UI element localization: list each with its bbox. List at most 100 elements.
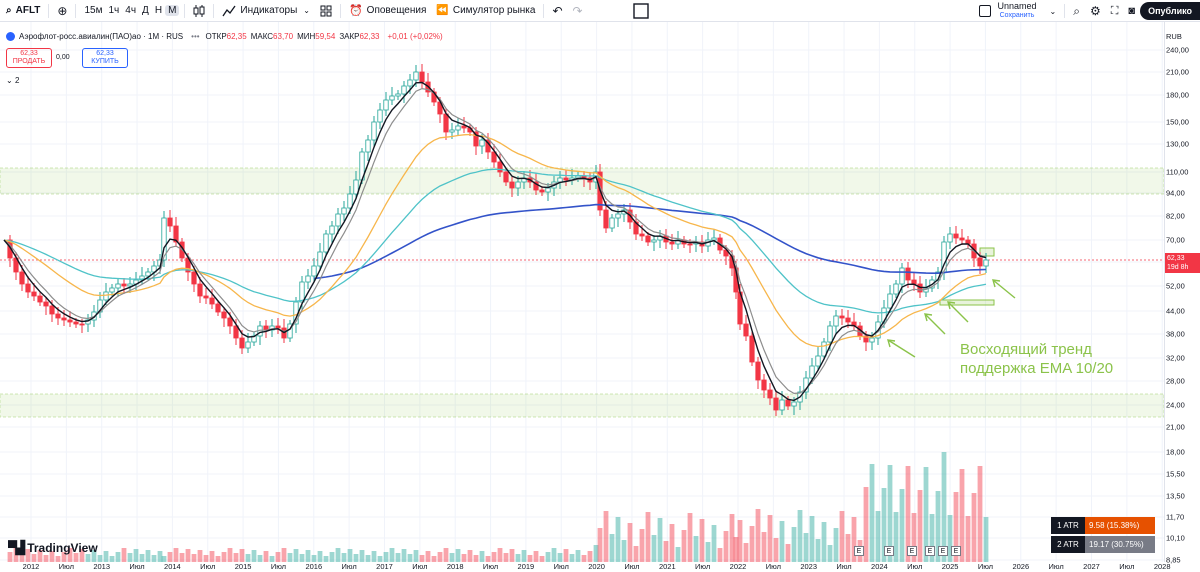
target-zone bbox=[979, 247, 995, 257]
volume-bar bbox=[953, 492, 959, 562]
candle-body bbox=[609, 217, 615, 229]
volume-bar bbox=[539, 556, 545, 562]
chevron-button[interactable]: ⌄ bbox=[1045, 0, 1062, 22]
quick-search-button[interactable]: ⌕ bbox=[1068, 0, 1085, 22]
volume-bar bbox=[227, 548, 233, 562]
search-icon: ⌕ bbox=[6, 5, 12, 16]
price-axis[interactable] bbox=[1164, 22, 1200, 562]
volume-bar bbox=[43, 555, 49, 562]
candle-body bbox=[839, 315, 845, 319]
arrow-head bbox=[992, 279, 1001, 288]
arrow-line bbox=[924, 313, 946, 335]
bar-countdown: 19d 8h bbox=[1167, 264, 1189, 271]
volume-bar bbox=[245, 554, 251, 562]
price-tick: 13,50 bbox=[1166, 491, 1185, 501]
volume-bar bbox=[179, 553, 185, 562]
publish-button[interactable]: Опублико bbox=[1140, 2, 1200, 20]
interval-month[interactable]: М bbox=[165, 5, 180, 16]
volume-bar bbox=[127, 553, 133, 562]
snapshot-button[interactable]: ◙ bbox=[1123, 0, 1140, 22]
candle-body bbox=[557, 177, 563, 183]
volume-bar bbox=[669, 524, 675, 562]
volume-bar bbox=[761, 532, 767, 562]
earnings-marker[interactable]: E bbox=[938, 546, 948, 556]
buy-button[interactable]: 62,33 КУПИТЬ bbox=[82, 48, 128, 68]
fullscreen-button[interactable]: ⛶ bbox=[1106, 0, 1124, 22]
change-value: +0,01 (+0,02%) bbox=[387, 32, 443, 41]
candle-body bbox=[645, 235, 651, 243]
time-tick: Июл bbox=[58, 562, 74, 571]
volume-bar bbox=[263, 551, 269, 562]
indicators-collapse-button[interactable]: ⌄ 2 bbox=[6, 76, 19, 85]
earnings-marker[interactable]: E bbox=[854, 546, 864, 556]
volume-bar bbox=[651, 535, 657, 562]
price-chart[interactable] bbox=[0, 22, 1164, 562]
candle-body bbox=[545, 187, 551, 193]
candle-body bbox=[115, 283, 121, 289]
search-icon: ⌕ bbox=[1073, 3, 1080, 18]
volume-bar bbox=[151, 555, 157, 562]
candle-body bbox=[455, 125, 461, 131]
candle-body bbox=[389, 95, 395, 101]
compare-button[interactable]: ⊕ bbox=[52, 0, 72, 22]
volume-bar bbox=[185, 549, 191, 562]
chart-type-button[interactable] bbox=[188, 0, 210, 22]
earnings-marker[interactable]: E bbox=[925, 546, 935, 556]
candle-body bbox=[173, 225, 179, 243]
interval-day[interactable]: Д bbox=[142, 5, 149, 16]
candle-body bbox=[233, 325, 239, 339]
volume-bar bbox=[443, 548, 449, 562]
interval-15m[interactable]: 15м bbox=[84, 5, 103, 16]
volume-bar bbox=[767, 515, 773, 562]
sell-button[interactable]: 62,33 ПРОДАТЬ bbox=[6, 48, 52, 68]
replay-button[interactable]: ⏪ Симулятор рынка bbox=[431, 0, 540, 22]
alerts-button[interactable]: ⏰ Оповещения bbox=[344, 0, 431, 22]
volume-bar bbox=[37, 550, 43, 562]
templates-button[interactable] bbox=[315, 0, 337, 22]
tradingview-logo[interactable]: ▀▟ TradingView bbox=[8, 540, 98, 556]
candle-body bbox=[299, 281, 305, 303]
interval-4h[interactable]: 4ч bbox=[125, 5, 137, 16]
currency-label[interactable]: RUB bbox=[1166, 32, 1182, 41]
candle-body bbox=[503, 171, 509, 183]
earnings-marker[interactable]: E bbox=[951, 546, 961, 556]
volume-bar bbox=[657, 518, 663, 562]
time-tick: 2019 bbox=[517, 562, 535, 571]
settings-button[interactable]: ⚙ bbox=[1085, 0, 1106, 22]
interval-week[interactable]: Н bbox=[154, 5, 163, 16]
layout-checkbox[interactable] bbox=[979, 5, 992, 17]
candle-body bbox=[311, 265, 317, 277]
candle-body bbox=[563, 177, 569, 181]
volume-bar bbox=[491, 552, 497, 562]
indicators-button[interactable]: Индикаторы ⌄ bbox=[217, 0, 315, 22]
more-icon[interactable]: ••• bbox=[191, 32, 200, 41]
volume-bar bbox=[917, 490, 923, 562]
trend-annotation[interactable]: Восходящий тренд поддержка EMA 10/20 bbox=[960, 340, 1113, 378]
volume-bar bbox=[257, 555, 263, 562]
multi-layout-button[interactable] bbox=[628, 0, 654, 22]
volume-bar bbox=[755, 509, 761, 562]
volume-bar bbox=[467, 550, 473, 562]
candle-body bbox=[899, 267, 905, 285]
candle-body bbox=[401, 85, 407, 95]
chart-legend: Аэрофлот-росс.авиалин(ПАО)ао · 1М · RUS … bbox=[6, 32, 443, 41]
divider bbox=[75, 3, 77, 18]
time-tick: Июл bbox=[1048, 562, 1064, 571]
earnings-marker[interactable]: E bbox=[907, 546, 917, 556]
symbol-search-button[interactable]: ⌕ AFLT bbox=[0, 0, 45, 22]
candle-body bbox=[509, 181, 515, 189]
volume-bar bbox=[941, 452, 947, 562]
earnings-marker[interactable]: E bbox=[884, 546, 894, 556]
redo-button[interactable]: ↷ bbox=[568, 0, 588, 22]
undo-button[interactable]: ↶ bbox=[547, 0, 567, 22]
layout-name-button[interactable]: Unnamed Сохранить bbox=[997, 2, 1036, 20]
volume-bar bbox=[621, 540, 627, 562]
ema-100-line bbox=[3, 168, 987, 314]
volume-bar bbox=[317, 551, 323, 562]
volume-bar bbox=[557, 553, 563, 562]
interval-1h[interactable]: 1ч bbox=[108, 5, 120, 16]
buy-label: КУПИТЬ bbox=[91, 58, 119, 65]
volume-bar bbox=[597, 528, 603, 562]
candle-body bbox=[25, 283, 31, 293]
volume-bar bbox=[145, 550, 151, 562]
